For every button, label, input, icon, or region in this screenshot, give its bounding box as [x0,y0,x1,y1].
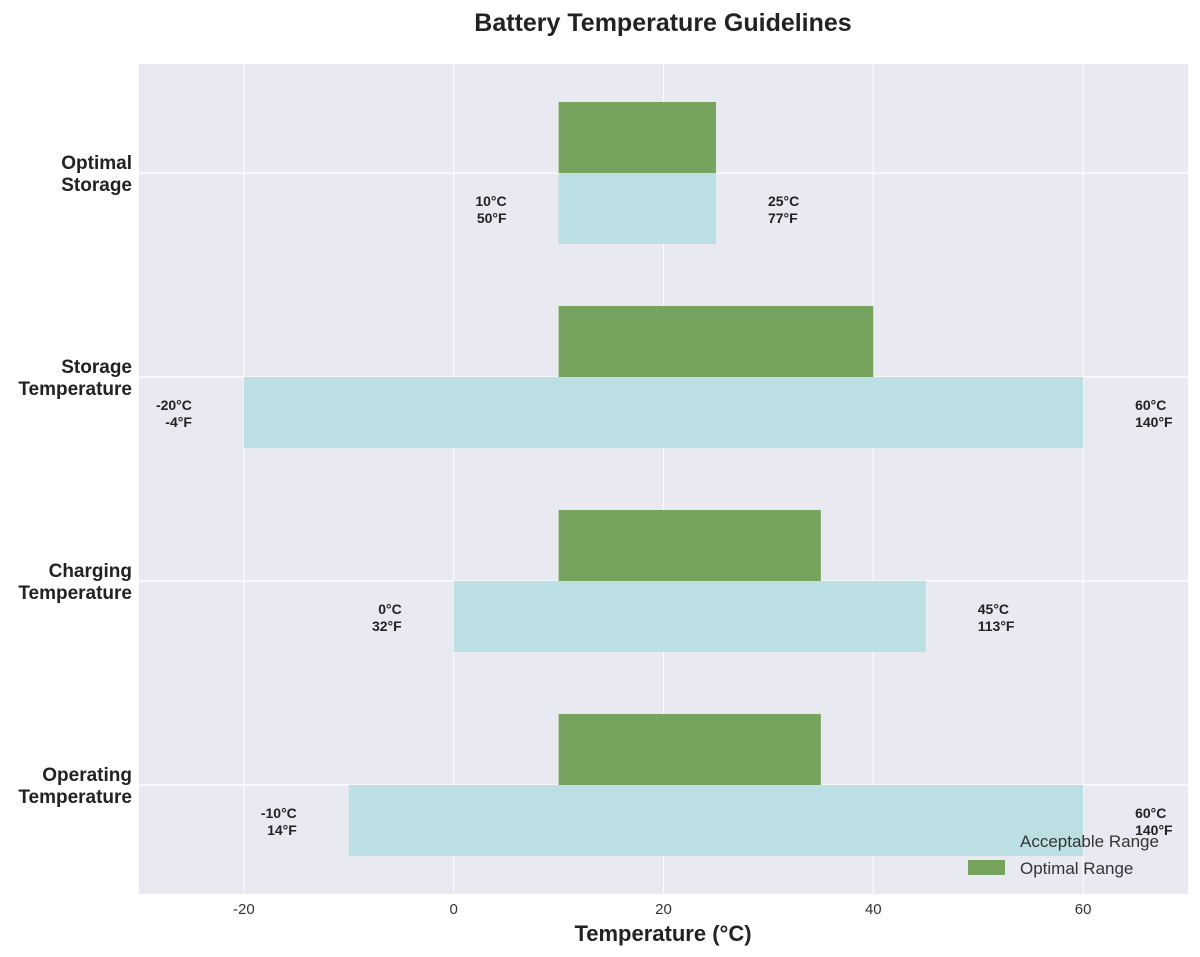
category-label-line: Charging [49,561,132,582]
acceptable-range-bar [453,581,926,652]
category-label-line: Temperature [18,787,132,808]
max-value-line: 77°F [768,210,798,226]
bars [243,102,1084,856]
max-value-label: 25°C 77°F [768,193,799,226]
min-value-label: 0°C 32°F [372,601,402,634]
max-value-line: 140°F [1135,414,1173,430]
max-value-line: 60°C [1135,805,1166,821]
min-value-line: 10°C [475,193,506,209]
category-label: Charging Temperature [18,561,132,604]
x-tick-labels: -20 0 20 40 60 [233,901,1091,918]
legend-swatch [968,860,1005,875]
optimal-range-bar [558,510,821,581]
max-value-label: 45°C 113°F [978,601,1015,634]
min-value-label: -20°C -4°F [156,397,192,430]
category-label-line: Temperature [18,379,132,400]
optimal-range-bar [558,306,874,377]
x-tick-label: -20 [233,901,255,918]
min-value-label: 10°C 50°F [475,193,507,226]
x-tick-label: 20 [655,901,672,918]
min-value-label: -10°C 14°F [261,805,297,838]
min-value-line: -10°C [261,805,297,821]
x-tick-label: 60 [1075,901,1092,918]
min-value-line: 0°C [378,601,402,617]
value-labels: 10°C 50°F25°C 77°F-20°C -4°F60°C 140°F0°C 32°… [156,193,1173,838]
legend-swatch [968,833,1005,848]
category-label-line: Optimal [61,153,132,174]
max-value-line: 140°F [1135,822,1173,838]
legend-label: Acceptable Range [1020,832,1159,851]
category-label-line: Storage [61,357,132,378]
optimal-range-bar [558,714,821,785]
legend-label: Optimal Range [1020,859,1133,878]
acceptable-range-bar [558,173,716,244]
category-label-line: Operating [42,765,132,786]
x-tick-label: 40 [865,901,882,918]
max-value-label: 60°C 140°F [1135,397,1173,430]
max-value-line: 113°F [978,618,1015,634]
category-label: Operating Temperature [18,765,132,808]
x-axis-label: Temperature (°C) [574,921,751,946]
min-value-line: 14°F [267,822,297,838]
acceptable-range-bar [243,377,1084,448]
max-value-line: 45°C [978,601,1009,617]
min-value-line: -20°C [156,397,192,413]
x-tick-label: 0 [450,901,458,918]
max-value-line: 60°C [1135,397,1166,413]
legend: Acceptable Range Optimal Range [968,832,1159,878]
category-label-line: Temperature [18,583,132,604]
min-value-line: 32°F [372,618,402,634]
category-label: Storage Temperature [18,357,132,400]
optimal-range-bar [558,102,716,173]
chart-title: Battery Temperature Guidelines [474,9,851,37]
min-value-line: 50°F [477,210,507,226]
category-label-line: Storage [61,175,132,196]
acceptable-range-bar [348,785,1084,856]
max-value-label: 60°C 140°F [1135,805,1173,838]
category-label: Optimal Storage [61,153,132,196]
min-value-line: -4°F [165,414,192,430]
max-value-line: 25°C [768,193,799,209]
